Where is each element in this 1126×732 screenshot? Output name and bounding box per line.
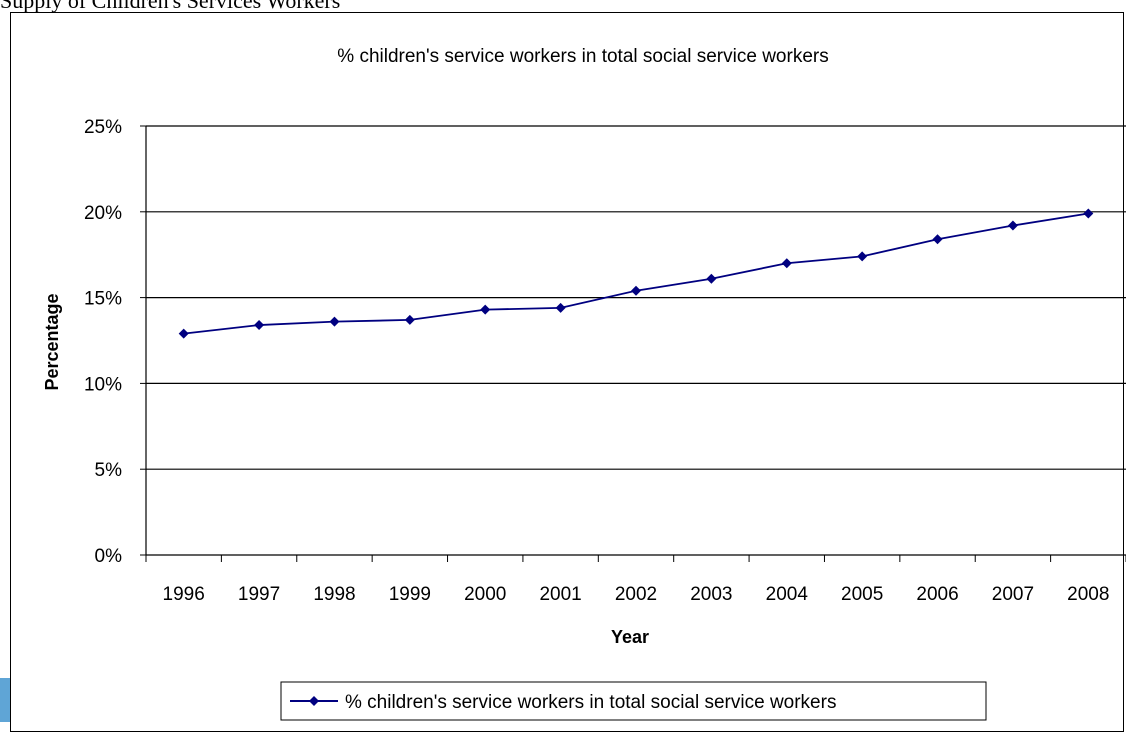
x-tick-label: 2003: [690, 584, 732, 605]
page-caption: Supply of Children's Services Workers: [0, 0, 341, 13]
x-tick-label: 2004: [766, 584, 809, 605]
x-tick-label: 2000: [464, 584, 506, 605]
data-point-marker: [781, 258, 792, 269]
x-tick-label: 1998: [313, 584, 355, 605]
data-point-marker: [631, 285, 641, 296]
series-line: [183, 212, 1089, 335]
series: [178, 208, 1094, 339]
data-point-marker: [254, 320, 265, 331]
data-point-marker: [1007, 220, 1018, 231]
legend-box: [280, 681, 987, 721]
x-tick-label: 2008: [1067, 584, 1109, 605]
data-point-marker: [932, 234, 943, 245]
gridlines: [146, 125, 1126, 470]
y-tick-label: 5%: [95, 460, 123, 481]
y-axis-label: Percentage: [42, 293, 62, 390]
x-tick-label: 1999: [389, 584, 431, 605]
data-point-marker: [706, 273, 717, 284]
data-point-marker: [329, 316, 340, 327]
axes: [145, 126, 1126, 556]
data-point-marker: [178, 328, 189, 339]
x-tick-label: 1996: [163, 584, 205, 605]
data-point-marker: [555, 302, 566, 313]
legend: % children's service workers in total so…: [280, 681, 987, 721]
legend-marker: [309, 696, 319, 706]
side-tab: [0, 678, 10, 722]
x-tick-label: 2006: [916, 584, 958, 605]
y-axis-ticks: 0% 5% 10% 15% 20% 25%: [84, 117, 146, 567]
x-tick-label: 2005: [841, 584, 883, 605]
data-point-marker: [480, 304, 491, 315]
x-tick-label: 2002: [615, 584, 657, 605]
y-tick-label: 25%: [84, 117, 122, 138]
y-tick-label: 15%: [84, 289, 122, 310]
x-tick-label: 2007: [992, 584, 1034, 605]
x-axis-ticks: 1996 1997 1998 1999 2000 2001 2002 2003 2004 2005…: [145, 555, 1126, 605]
data-point-marker: [404, 314, 415, 325]
data-point-marker: [1083, 208, 1094, 219]
chart-title: % children's service workers in total so…: [337, 46, 828, 67]
x-tick-label: 2001: [539, 584, 581, 605]
legend-label: % children's service workers in total so…: [345, 692, 836, 713]
data-point-marker: [857, 251, 868, 262]
y-tick-label: 0%: [95, 546, 123, 567]
x-tick-label: 1997: [238, 584, 280, 605]
y-tick-label: 10%: [84, 374, 122, 395]
chart-frame: [10, 12, 1124, 732]
y-tick-label: 20%: [84, 203, 122, 224]
x-axis-label: Year: [611, 627, 649, 647]
